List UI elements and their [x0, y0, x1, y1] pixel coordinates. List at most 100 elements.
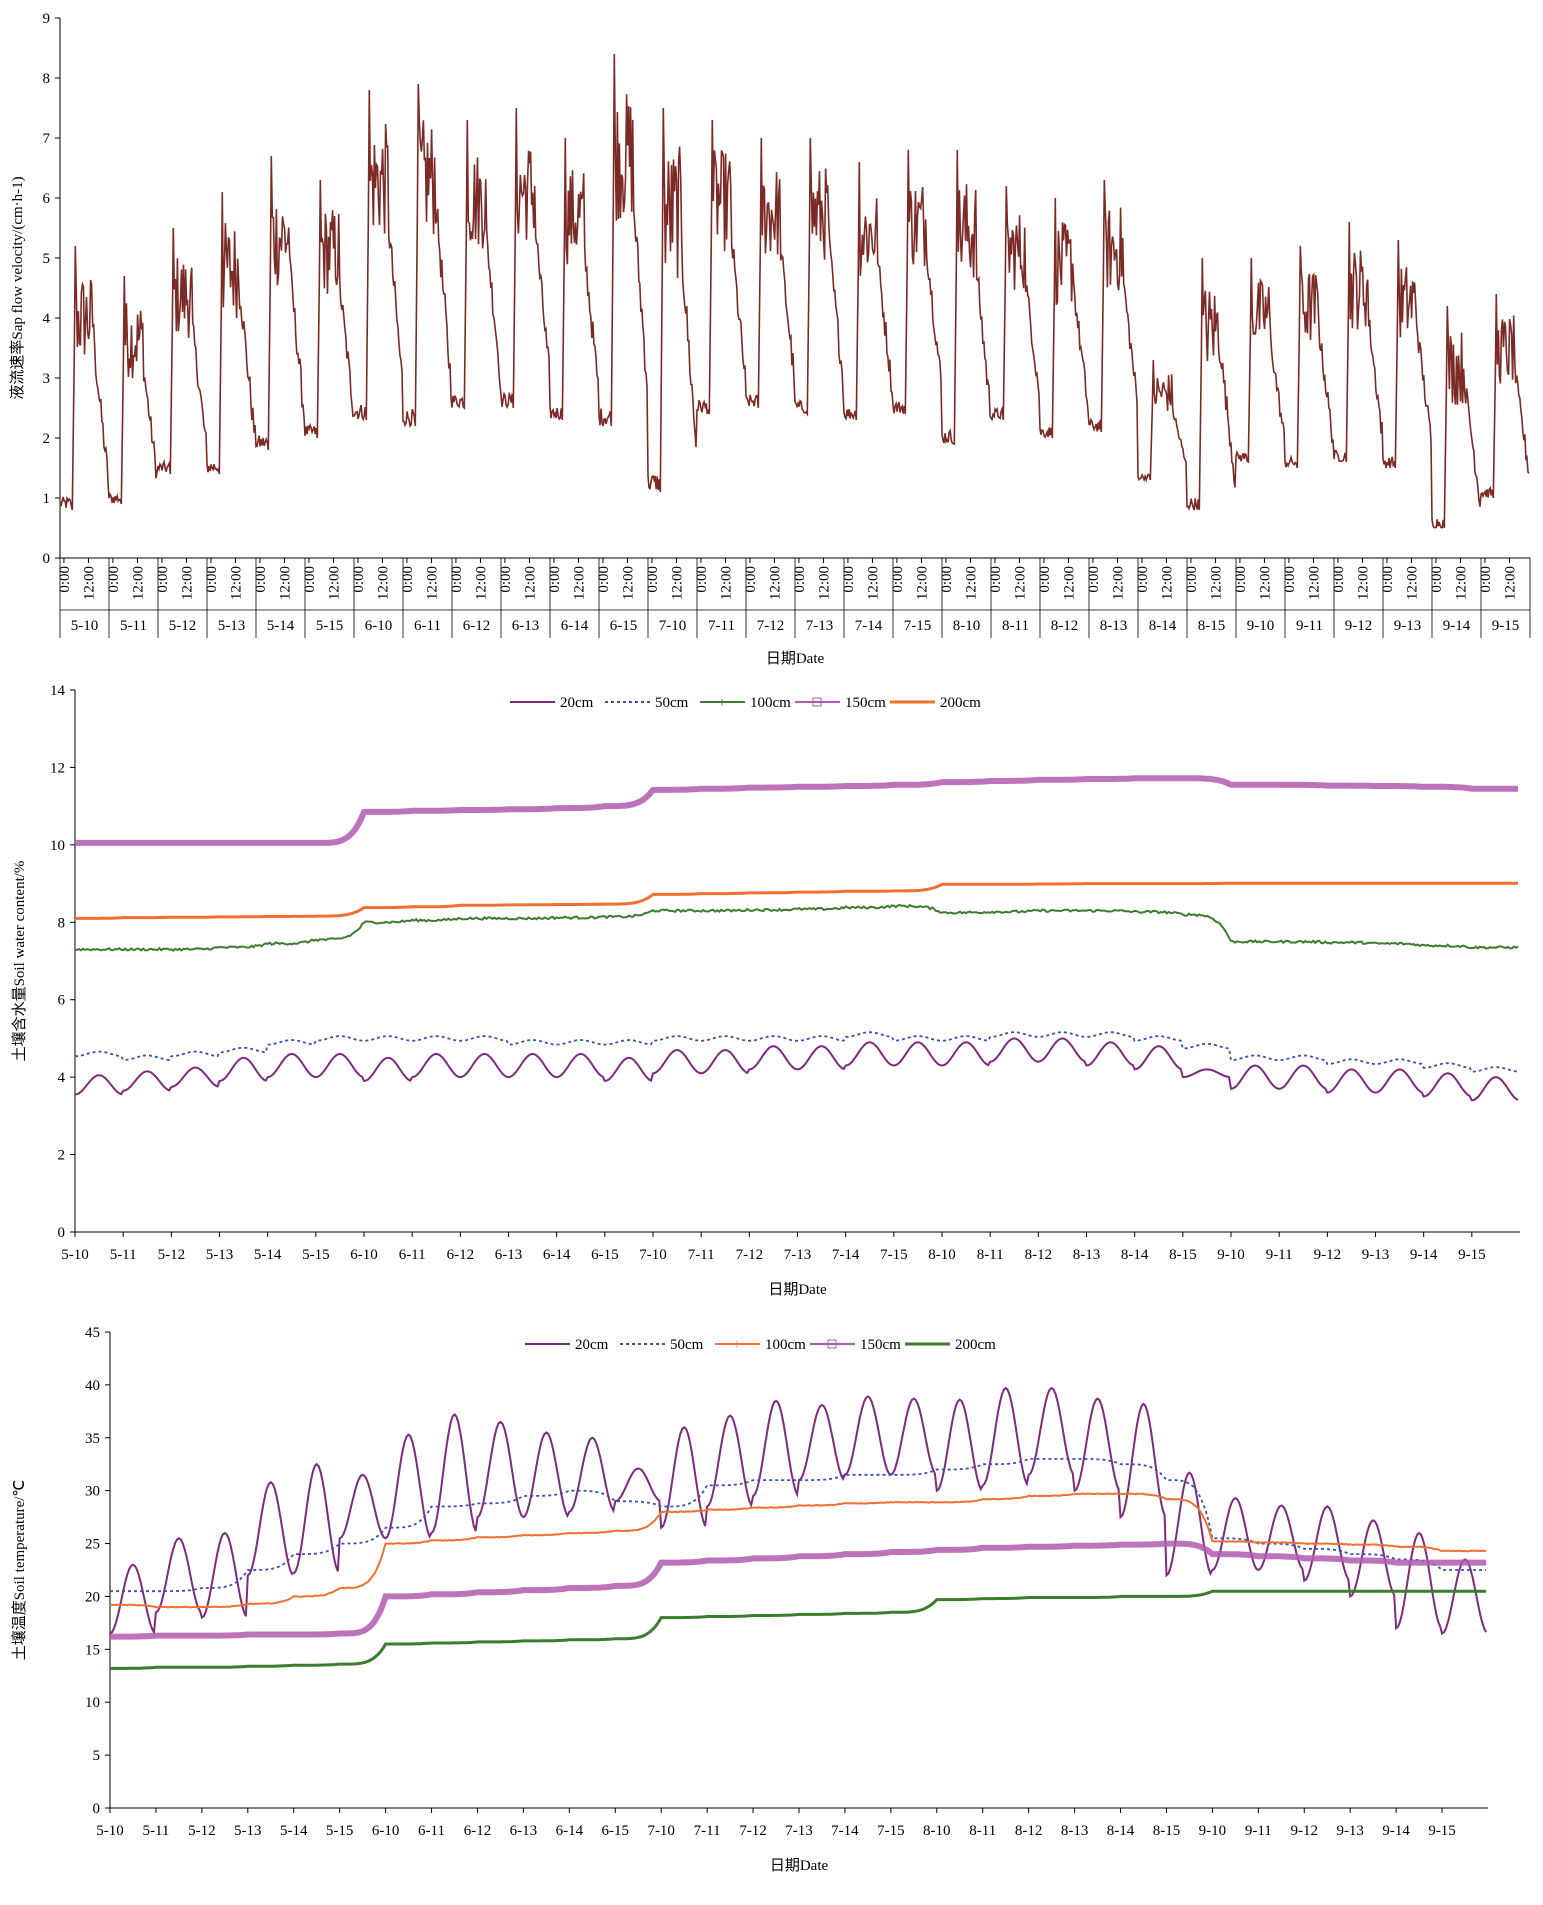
date-label: 7-14	[855, 618, 883, 634]
date-label: 5-13	[218, 618, 246, 634]
hour-label: 0:00	[841, 566, 857, 593]
hour-label: 12:00	[620, 566, 636, 600]
y-axis-label: 土壤含水量Soil water content/%	[10, 861, 28, 1062]
y-tick-label: 8	[43, 71, 51, 87]
x-axis-label: 日期Date	[766, 650, 825, 667]
hour-label: 0:00	[57, 566, 73, 593]
hour-label: 0:00	[302, 566, 318, 593]
x-tick-label: 5-13	[234, 1823, 262, 1839]
x-tick-label: 7-10	[647, 1823, 675, 1839]
series-line-50cm	[110, 1458, 1487, 1593]
hour-label: 12:00	[326, 566, 342, 600]
x-tick-label: 5-10	[61, 1247, 89, 1263]
date-label: 9-11	[1296, 618, 1323, 634]
series-line-20cm	[109, 1386, 1487, 1636]
x-tick-label: 5-14	[254, 1247, 282, 1263]
hour-label: 0:00	[1086, 566, 1102, 593]
x-axis-label: 日期Date	[768, 1281, 827, 1298]
x-tick-label: 7-11	[694, 1823, 721, 1839]
date-label: 9-13	[1394, 618, 1422, 634]
legend-label: 100cm	[765, 1337, 806, 1353]
hour-label: 12:00	[1208, 566, 1224, 600]
hour-label: 12:00	[1502, 566, 1518, 600]
x-tick-label: 8-15	[1169, 1247, 1197, 1263]
x-tick-label: 6-15	[591, 1247, 619, 1263]
hour-label: 0:00	[1184, 566, 1200, 593]
date-label: 8-11	[1002, 618, 1029, 634]
hour-label: 0:00	[204, 566, 220, 593]
date-label: 5-15	[316, 618, 344, 634]
hour-label: 12:00	[1257, 566, 1273, 600]
hour-label: 12:00	[277, 566, 293, 600]
hour-label: 0:00	[988, 566, 1004, 593]
date-label: 5-11	[120, 618, 147, 634]
x-tick-label: 9-15	[1458, 1247, 1486, 1263]
y-tick-label: 0	[43, 551, 51, 567]
date-label: 5-14	[267, 618, 295, 634]
date-label: 7-12	[757, 618, 785, 634]
x-tick-label: 8-15	[1153, 1823, 1181, 1839]
x-tick-label: 9-14	[1410, 1247, 1438, 1263]
date-label: 6-15	[610, 618, 638, 634]
x-tick-label: 5-14	[280, 1823, 308, 1839]
hour-label: 12:00	[1453, 566, 1469, 600]
series-line-200cm	[75, 881, 1518, 920]
legend-label: 20cm	[575, 1337, 609, 1353]
x-tick-label: 8-12	[1025, 1247, 1053, 1263]
hour-label: 0:00	[400, 566, 416, 593]
y-tick-label: 10	[50, 838, 65, 854]
hour-label: 0:00	[498, 566, 514, 593]
x-tick-label: 6-15	[602, 1823, 630, 1839]
x-tick-label: 5-12	[188, 1823, 216, 1839]
date-label: 7-13	[806, 618, 834, 634]
legend-label: 150cm	[845, 695, 886, 711]
x-tick-label: 7-13	[785, 1823, 813, 1839]
hour-label: 0:00	[890, 566, 906, 593]
y-tick-label: 25	[85, 1537, 100, 1553]
y-axis-label: 土壤温度Soil temperature/℃	[10, 1480, 28, 1661]
date-label: 9-12	[1345, 618, 1373, 634]
y-tick-label: 14	[50, 683, 66, 699]
x-tick-label: 8-11	[969, 1823, 996, 1839]
hour-label: 12:00	[81, 566, 97, 600]
series-line-150cm	[110, 1540, 1487, 1640]
hour-label: 12:00	[1061, 566, 1077, 600]
y-tick-label: 30	[85, 1484, 100, 1500]
x-tick-label: 5-11	[110, 1247, 137, 1263]
hour-label: 12:00	[522, 566, 538, 600]
y-tick-label: 7	[43, 131, 51, 147]
date-label: 8-13	[1100, 618, 1128, 634]
y-tick-label: 8	[58, 915, 66, 931]
x-tick-label: 6-14	[556, 1823, 584, 1839]
hour-label: 0:00	[1380, 566, 1396, 593]
x-tick-label: 6-10	[350, 1247, 378, 1263]
y-tick-label: 6	[43, 191, 51, 207]
hour-label: 0:00	[743, 566, 759, 593]
x-tick-label: 6-11	[418, 1823, 445, 1839]
x-tick-label: 8-13	[1061, 1823, 1089, 1839]
x-tick-label: 9-11	[1245, 1823, 1272, 1839]
hour-label: 0:00	[1135, 566, 1151, 593]
series-line-100cm	[74, 903, 1519, 952]
y-tick-label: 40	[85, 1378, 100, 1394]
hour-label: 12:00	[130, 566, 146, 600]
date-label: 6-12	[463, 618, 491, 634]
y-tick-label: 15	[85, 1642, 100, 1658]
x-tick-label: 8-14	[1121, 1247, 1149, 1263]
series-line-200cm	[110, 1589, 1487, 1670]
y-tick-label: 3	[43, 371, 51, 387]
x-tick-label: 7-14	[831, 1823, 859, 1839]
date-label: 6-11	[414, 618, 441, 634]
hour-label: 12:00	[571, 566, 587, 600]
hour-label: 12:00	[767, 566, 783, 600]
x-tick-label: 6-12	[447, 1247, 475, 1263]
date-label: 9-14	[1443, 618, 1471, 634]
y-tick-label: 12	[50, 760, 65, 776]
x-tick-label: 9-11	[1266, 1247, 1293, 1263]
hour-label: 12:00	[375, 566, 391, 600]
date-label: 8-15	[1198, 618, 1226, 634]
x-tick-label: 8-10	[928, 1247, 956, 1263]
y-tick-label: 20	[85, 1589, 100, 1605]
hour-label: 0:00	[939, 566, 955, 593]
